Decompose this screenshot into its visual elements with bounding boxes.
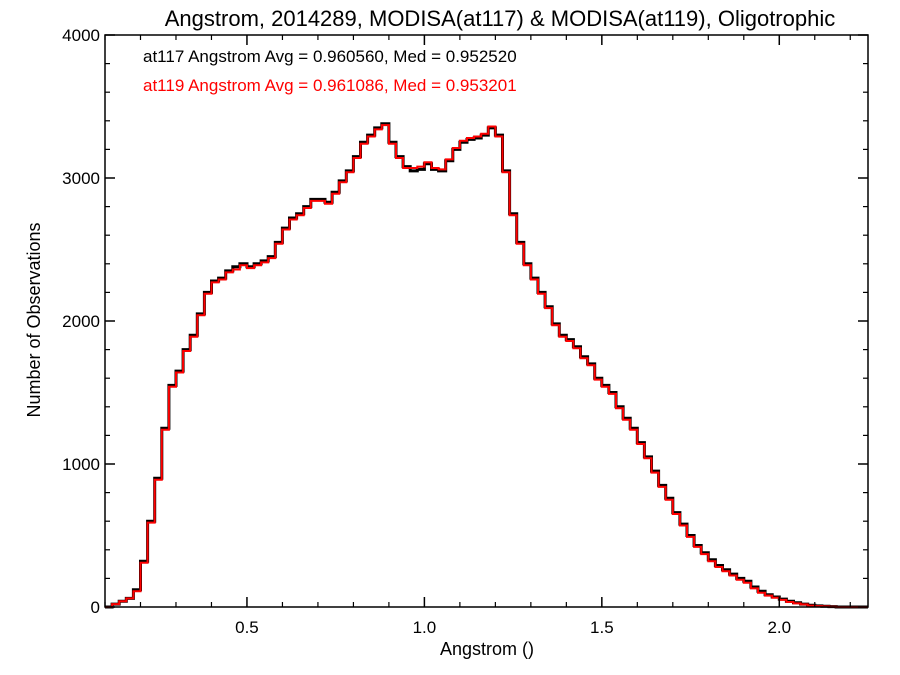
x-tick-label: 2.0	[767, 618, 791, 637]
y-tick-label: 4000	[62, 26, 100, 45]
y-tick-label: 1000	[62, 455, 100, 474]
y-tick-label: 3000	[62, 169, 100, 188]
legend: at117 Angstrom Avg = 0.960560, Med = 0.9…	[143, 47, 517, 95]
x-axis-label: Angstrom ()	[440, 639, 534, 659]
legend-entry-at117: at117 Angstrom Avg = 0.960560, Med = 0.9…	[143, 47, 517, 66]
series-line-at119	[105, 124, 868, 608]
legend-entry-at119: at119 Angstrom Avg = 0.961086, Med = 0.9…	[143, 76, 517, 95]
y-tick-label: 2000	[62, 312, 100, 331]
y-axis-label: Number of Observations	[24, 222, 44, 417]
x-tick-label: 0.5	[235, 618, 259, 637]
x-tick-label: 1.0	[413, 618, 437, 637]
x-tick-label: 1.5	[590, 618, 614, 637]
axis-ticks: 0.5 1.0 1.5 2.0 0 1000 2000 3000 4000	[62, 26, 868, 637]
plot-area	[105, 122, 868, 609]
plot-frame	[104, 34, 869, 608]
y-tick-label: 0	[91, 598, 100, 617]
series-line-at117	[105, 122, 868, 609]
chart-title: Angstrom, 2014289, MODISA(at117) & MODIS…	[165, 6, 835, 31]
